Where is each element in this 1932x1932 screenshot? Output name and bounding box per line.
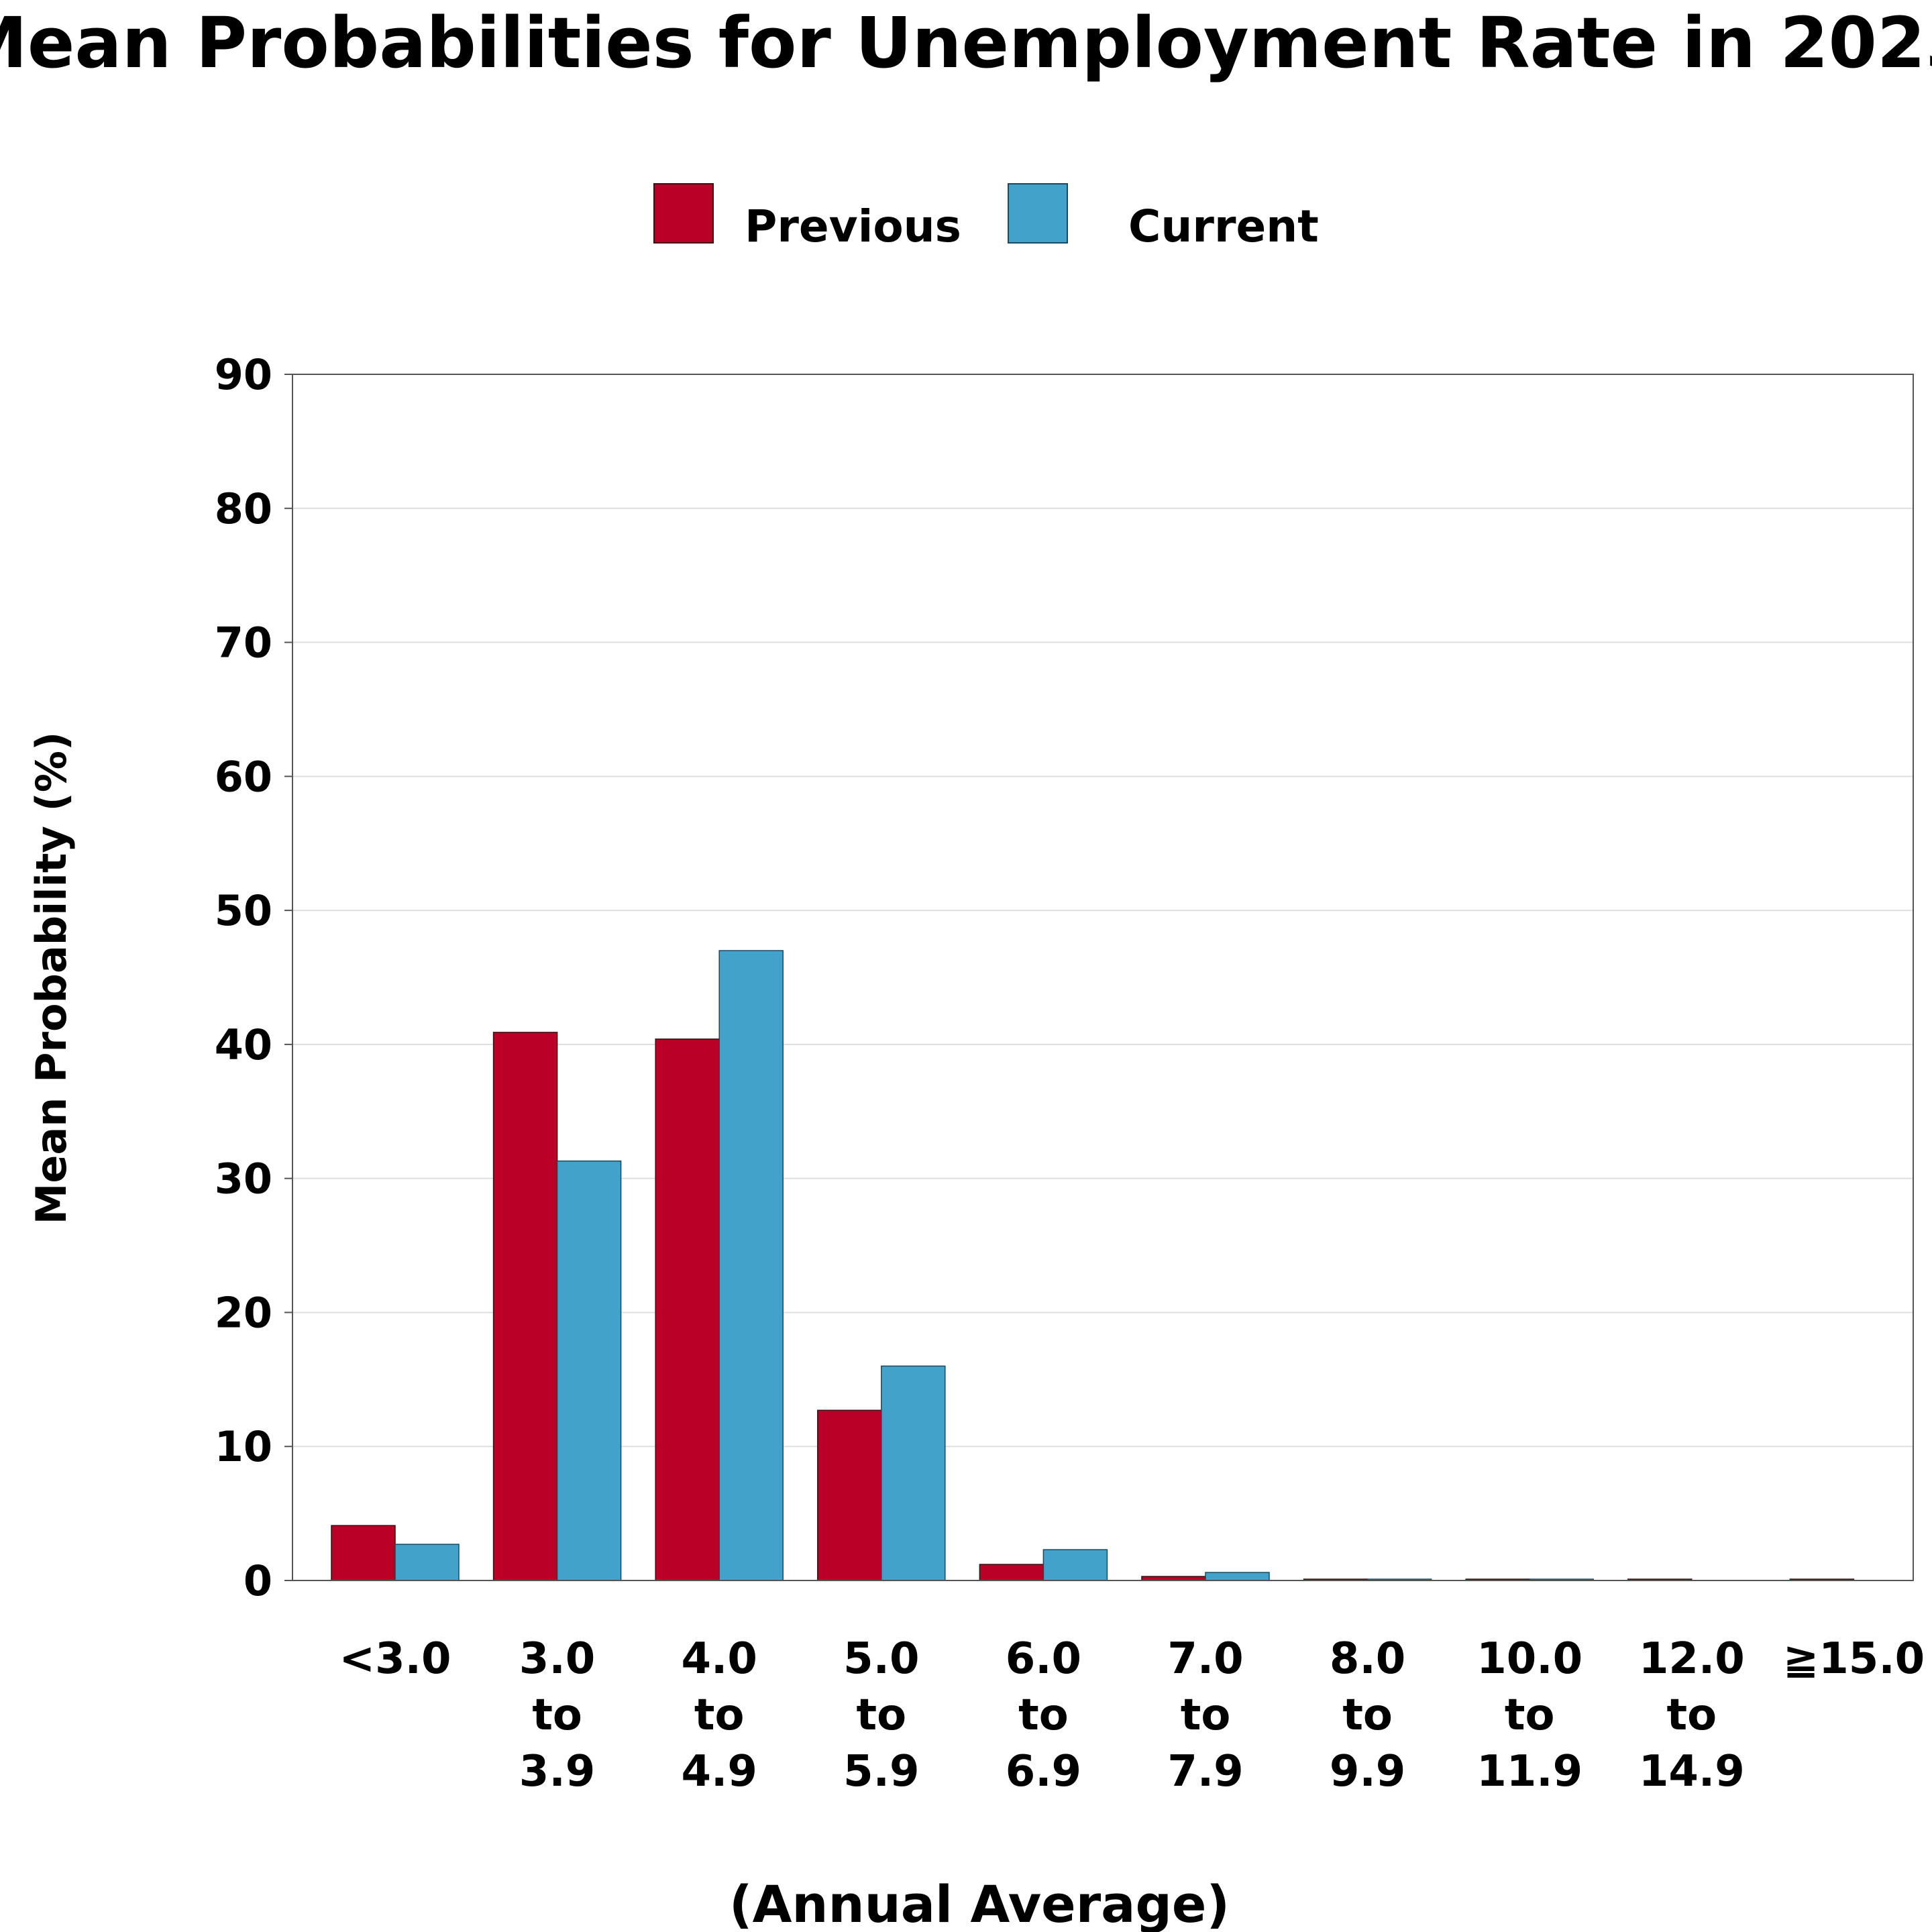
- x-category-label-line: to: [694, 1690, 745, 1740]
- bar-current-1: [556, 1160, 622, 1581]
- x-category-label-line: ≧15.0: [1783, 1634, 1925, 1684]
- x-category-label-line: 11.9: [1477, 1747, 1582, 1796]
- bar-previous-2: [655, 1038, 720, 1581]
- x-category-label-line: 8.0: [1330, 1634, 1405, 1684]
- legend-swatch-previous: [653, 183, 714, 244]
- x-category-label-line: 3.0: [519, 1634, 595, 1684]
- y-tick-label: 80: [215, 484, 272, 533]
- bar-current-3: [881, 1365, 946, 1581]
- x-category-label-line: 5.0: [843, 1634, 919, 1684]
- y-tick-label: 20: [215, 1288, 272, 1337]
- chart-title: Mean Probabilities for Unemployment Rate…: [0, 2, 1932, 84]
- bar-previous-1: [492, 1032, 558, 1581]
- x-category-label-line: to: [1018, 1690, 1069, 1740]
- x-category-label-line: <3.0: [339, 1634, 451, 1684]
- x-category-label-line: 6.0: [1006, 1634, 1081, 1684]
- x-axis-categories: <3.0 3.0 to 3.9 4.0 to 4.9 5.0 to 5.9 6.0 to 6.9 7.0 t…: [339, 1634, 1925, 1796]
- y-tick-label: 0: [244, 1556, 272, 1605]
- x-category-label-line: 7.9: [1167, 1747, 1243, 1796]
- y-tick-label: 90: [215, 350, 272, 399]
- x-category-label-line: to: [1505, 1690, 1555, 1740]
- legend: Previous Current: [653, 183, 1319, 252]
- x-category-label: ≧15.0: [1783, 1634, 1925, 1684]
- legend-swatch-current: [1008, 183, 1068, 244]
- x-category-label-line: 10.0: [1477, 1634, 1582, 1684]
- x-category-label-line: to: [857, 1690, 907, 1740]
- y-axis-title: Mean Probability (%): [27, 732, 76, 1225]
- bar-previous-4: [979, 1564, 1044, 1581]
- x-category-label: 7.0 to 7.9: [1167, 1634, 1243, 1796]
- x-category-label: 12.0 to 14.9: [1639, 1634, 1745, 1796]
- x-category-label-line: to: [1667, 1690, 1717, 1740]
- y-tick-label: 70: [215, 619, 272, 667]
- bar-current-0: [394, 1544, 460, 1581]
- bar-current-5: [1205, 1572, 1270, 1581]
- x-category-label: 4.0 to 4.9: [682, 1634, 757, 1796]
- x-category-label-line: 3.9: [519, 1747, 595, 1796]
- x-category-label-line: 4.9: [682, 1747, 757, 1796]
- x-category-label: 6.0 to 6.9: [1006, 1634, 1081, 1796]
- x-category-label-line: to: [532, 1690, 582, 1740]
- x-category-label-line: to: [1342, 1690, 1393, 1740]
- y-tick-label: 10: [215, 1422, 272, 1471]
- bar-previous-0: [331, 1525, 396, 1581]
- y-tick-label: 30: [215, 1155, 272, 1203]
- x-category-label-line: 6.9: [1006, 1747, 1081, 1796]
- x-category-label-line: 9.9: [1330, 1747, 1405, 1796]
- x-category-label-line: 4.0: [682, 1634, 757, 1684]
- x-category-label-line: 14.9: [1639, 1747, 1745, 1796]
- x-category-label: <3.0: [339, 1634, 451, 1684]
- x-category-label-line: 5.9: [843, 1747, 919, 1796]
- bar-current-4: [1042, 1549, 1108, 1581]
- x-category-label: 5.0 to 5.9: [843, 1634, 919, 1796]
- y-tick-label: 50: [215, 886, 272, 935]
- bar-previous-3: [817, 1409, 882, 1581]
- x-category-label: 8.0 to 9.9: [1330, 1634, 1405, 1796]
- x-category-label-line: 12.0: [1639, 1634, 1745, 1684]
- legend-label-previous: Previous: [745, 201, 961, 252]
- x-category-label-line: 7.0: [1167, 1634, 1243, 1684]
- y-tick-label: 40: [215, 1020, 272, 1069]
- legend-label-current: Current: [1128, 201, 1319, 252]
- bars: [331, 950, 1855, 1581]
- y-axis-ticks: 0 10 20 30 40 50 60 70 80 90: [215, 350, 292, 1605]
- x-category-label-line: to: [1181, 1690, 1231, 1740]
- plot-frame: [292, 374, 1914, 1581]
- x-category-label: 3.0 to 3.9: [519, 1634, 595, 1796]
- x-axis-title: (Annual Average): [729, 1874, 1230, 1932]
- bar-current-2: [718, 950, 784, 1581]
- x-category-label: 10.0 to 11.9: [1477, 1634, 1582, 1796]
- y-tick-label: 60: [215, 752, 272, 801]
